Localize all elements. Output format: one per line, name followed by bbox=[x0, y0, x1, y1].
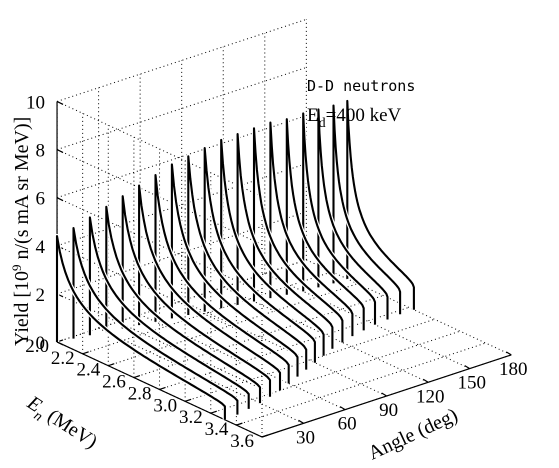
z-tick-label: 8 bbox=[36, 141, 46, 162]
series-curve bbox=[252, 127, 344, 343]
z-tick bbox=[56, 149, 64, 154]
y-axis-label-rest: (MeV) bbox=[39, 402, 101, 453]
z-tick bbox=[56, 197, 64, 202]
series-curve bbox=[269, 121, 354, 337]
series-curve bbox=[187, 155, 308, 370]
series-curve bbox=[285, 118, 365, 331]
z-tick bbox=[56, 341, 64, 346]
z-tick-label: 6 bbox=[36, 189, 46, 210]
y-tick bbox=[261, 434, 269, 438]
series-curve bbox=[154, 173, 290, 384]
series-curve bbox=[302, 112, 377, 325]
series-curve bbox=[317, 108, 389, 320]
grid-line bbox=[56, 18, 307, 102]
y-tick-label: 2.6 bbox=[102, 372, 126, 393]
series-curve bbox=[72, 226, 239, 415]
y-tick bbox=[133, 375, 141, 379]
data-curves bbox=[54, 98, 417, 420]
y-tick-label: 3.4 bbox=[205, 419, 229, 440]
x-tick bbox=[339, 406, 346, 411]
y-axis-label: En (MeV) bbox=[20, 391, 102, 457]
z-tick bbox=[56, 100, 64, 105]
series-curve bbox=[55, 235, 226, 420]
x-tick-label: 60 bbox=[338, 414, 357, 435]
series-curve bbox=[170, 163, 299, 377]
z-tick-label: 4 bbox=[36, 237, 46, 258]
annotation-energy-rest: =400 keV bbox=[326, 105, 402, 126]
z-tick-label: 10 bbox=[26, 92, 45, 113]
x-tick-label: 120 bbox=[416, 386, 445, 407]
grid-line bbox=[181, 300, 387, 397]
y-tick-label: 2.4 bbox=[77, 360, 101, 381]
x-tick bbox=[422, 378, 429, 383]
grid-line bbox=[264, 273, 470, 370]
y-tick bbox=[210, 410, 217, 414]
z-axis-label-sup: 9 bbox=[9, 265, 24, 272]
series-curve bbox=[105, 205, 262, 404]
y-tick bbox=[82, 351, 89, 355]
x-tick-label: 90 bbox=[379, 400, 398, 421]
x-tick bbox=[381, 392, 387, 397]
series-curve bbox=[203, 147, 316, 363]
z-tick-label: 2 bbox=[36, 285, 46, 306]
y-axis-line bbox=[56, 341, 263, 438]
y-tick-label: 2.0 bbox=[25, 336, 49, 357]
grid-line bbox=[306, 259, 512, 356]
tick-labels: 3060901201501802.02.22.42.62.83.03.23.43… bbox=[25, 92, 527, 452]
y-tick bbox=[108, 363, 115, 367]
y-tick bbox=[236, 422, 243, 426]
z-axis-label-main: Yield [10 bbox=[11, 271, 33, 346]
series-curve bbox=[220, 138, 325, 356]
x-tick bbox=[298, 419, 304, 424]
z-tick-label: 0 bbox=[36, 333, 46, 354]
series-curve bbox=[346, 99, 415, 310]
x-tick-label: 30 bbox=[296, 427, 315, 448]
annotation-energy: Ed=400 keV bbox=[307, 105, 402, 131]
y-tick-label: 3.0 bbox=[153, 395, 177, 416]
y-tick-label: 3.2 bbox=[179, 407, 203, 428]
y-tick-label: 2.8 bbox=[128, 383, 152, 404]
x-tick-label: 150 bbox=[458, 373, 487, 394]
y-tick bbox=[159, 386, 166, 391]
grid-line bbox=[56, 101, 263, 197]
annotation-energy-sub: d bbox=[319, 116, 326, 131]
y-tick-label: 2.2 bbox=[51, 348, 75, 369]
series-curve bbox=[236, 133, 334, 349]
y-tick bbox=[184, 398, 192, 402]
series-curve bbox=[332, 104, 402, 315]
z-axis-label: Yield [109 n/(s mA sr MeV)] bbox=[9, 117, 33, 346]
annotation-energy-main: E bbox=[307, 105, 319, 126]
x-tick bbox=[464, 365, 471, 370]
x-tick bbox=[505, 351, 512, 356]
x-tick-label: 180 bbox=[499, 359, 528, 380]
series-curve bbox=[88, 216, 250, 409]
series-curve bbox=[138, 184, 282, 391]
y-tick-label: 3.6 bbox=[230, 431, 254, 452]
z-axis-label-rest: n/(s mA sr MeV)] bbox=[11, 117, 33, 265]
annotation-reaction: D-D neutrons bbox=[307, 77, 415, 95]
series-curve bbox=[121, 195, 272, 397]
